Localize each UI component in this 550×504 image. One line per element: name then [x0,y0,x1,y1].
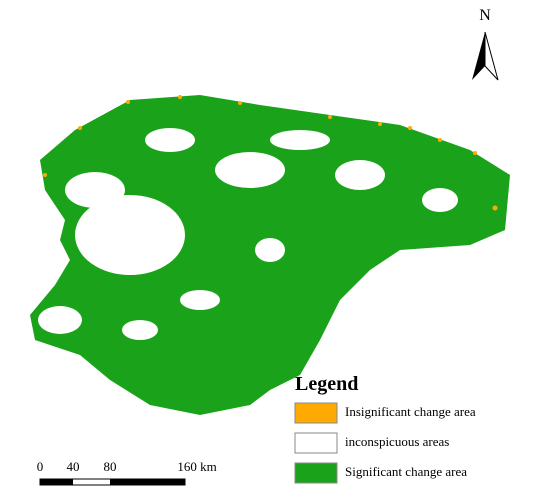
legend-title: Legend [295,373,358,395]
scale-label: 160 km [177,459,216,474]
legend-swatch [294,462,338,484]
scale-label: 40 [67,459,80,474]
legend-label: inconspicuous areas [345,434,449,449]
legend-swatch [294,402,338,424]
study-region [30,95,510,415]
legend: Insignificant change area inconspicuous a… [294,402,476,484]
scale-bar: 0 40 80 160 km [37,459,217,486]
insignificant-dots [43,95,498,211]
north-arrow: N [472,7,499,81]
scale-label: 80 [104,459,117,474]
legend-label: Significant change area [345,464,467,479]
inconspicuous-patches [38,128,458,340]
scale-label: 0 [37,459,44,474]
legend-swatch [294,432,338,454]
legend-label: Insignificant change area [345,404,476,419]
north-label: N [479,7,491,24]
